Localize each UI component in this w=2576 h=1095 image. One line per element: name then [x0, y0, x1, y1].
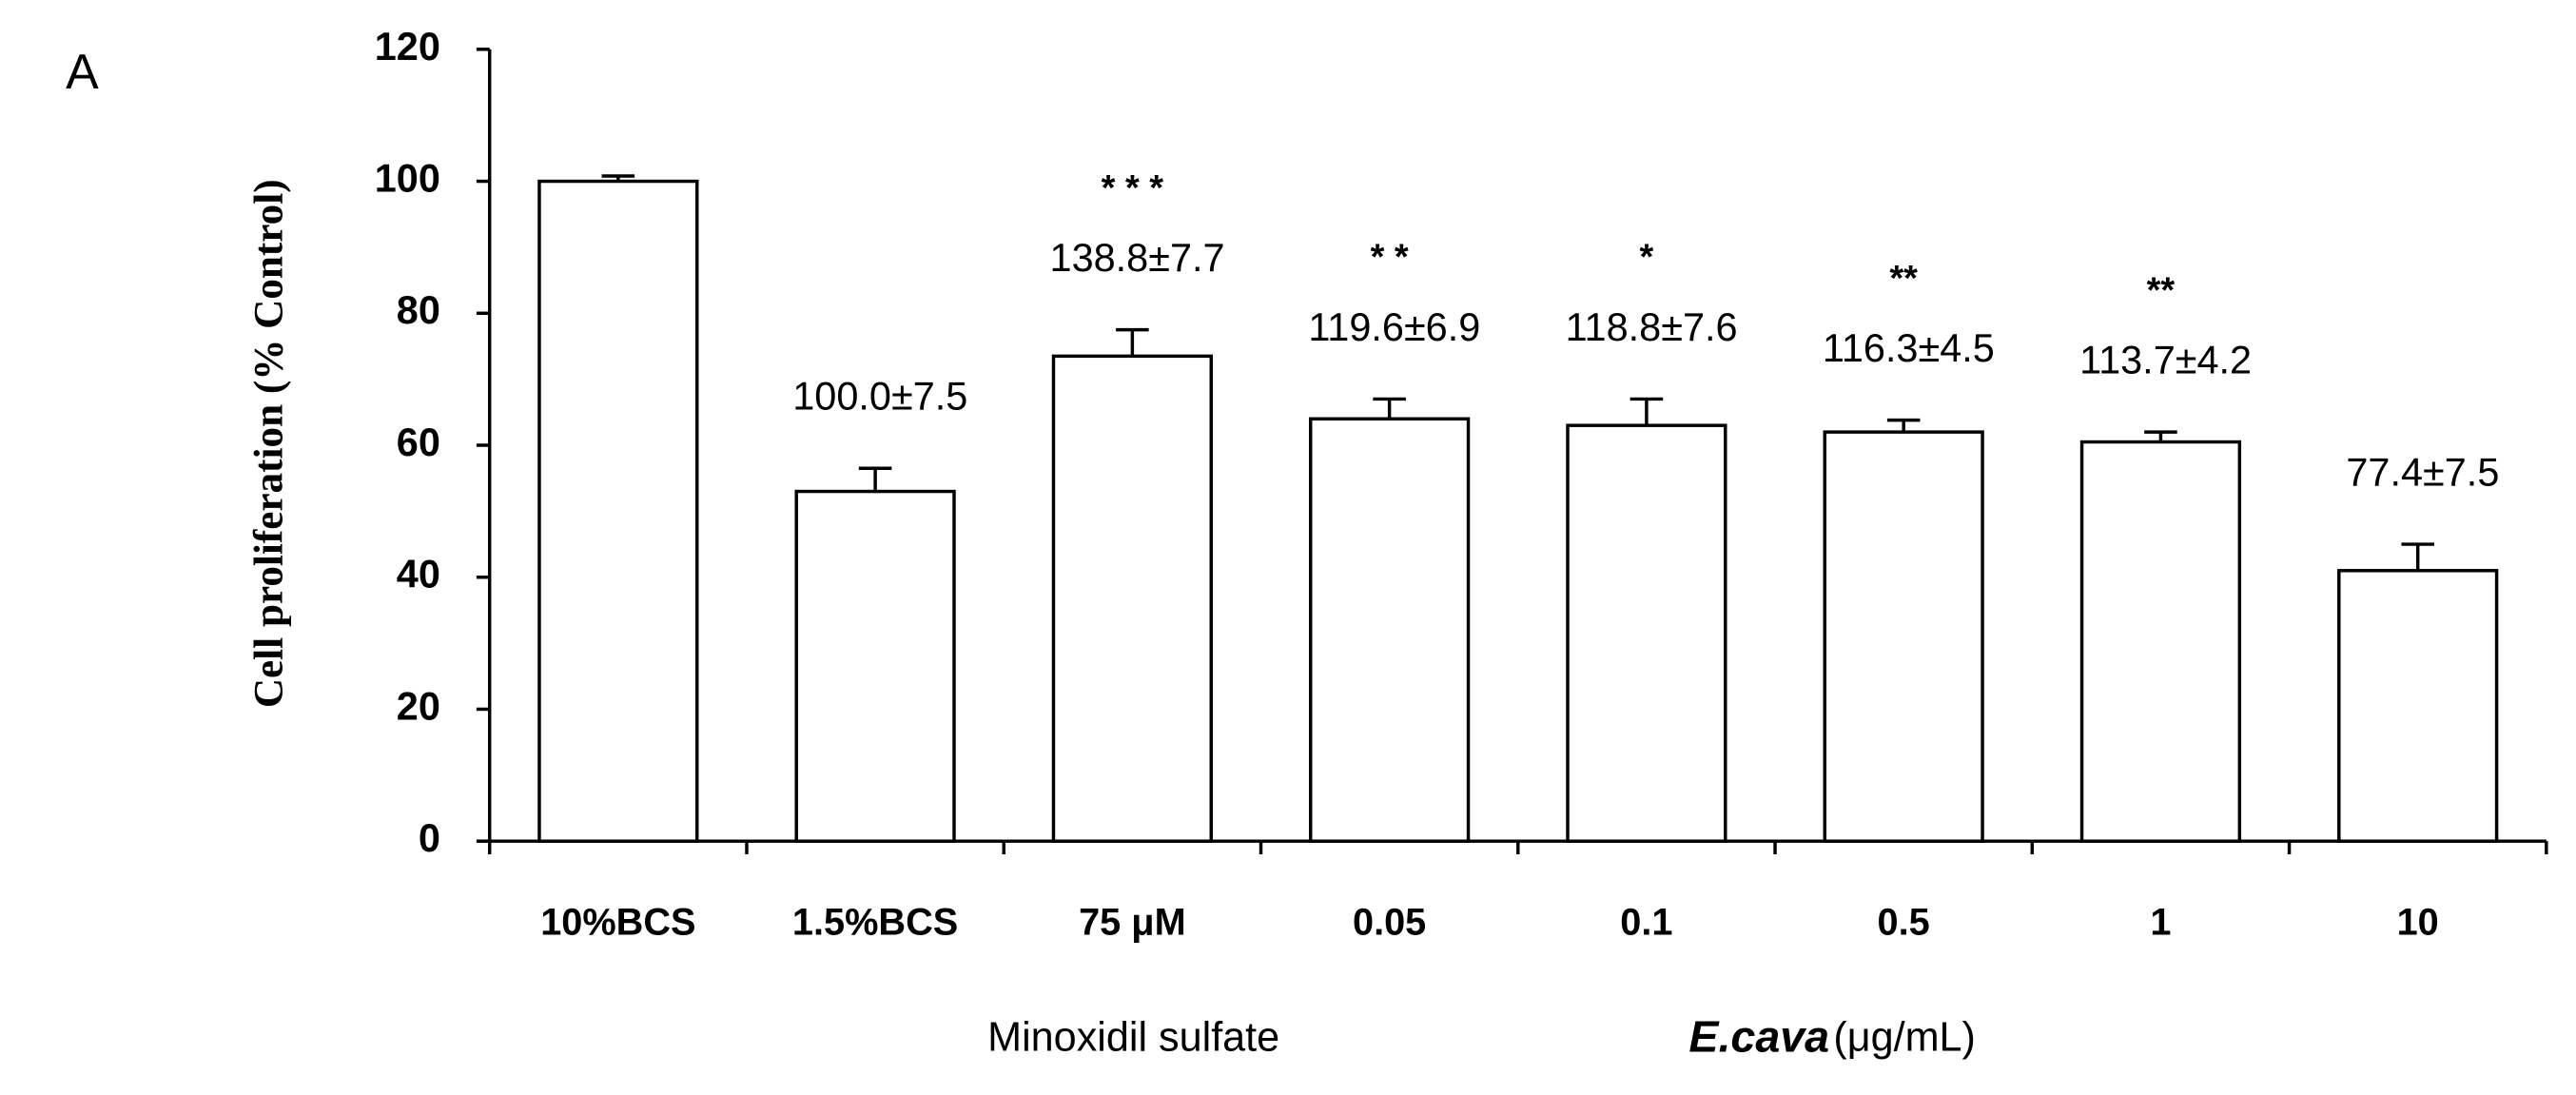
x-tick-label: 0.5 [1878, 902, 1930, 944]
y-tick-label: 60 [397, 420, 440, 464]
x-tick-label: 0.1 [1620, 902, 1672, 944]
bar [2079, 440, 2242, 843]
x-tick-label: 75 μM [1079, 902, 1186, 944]
annotation: 138.8±7.7 [1050, 235, 1225, 280]
significance: ** [1889, 259, 1918, 299]
error-bar [1373, 397, 1406, 420]
bar [1309, 417, 1471, 843]
y-axis-label: Cell proliferation (% Control) [247, 179, 292, 708]
bar [537, 179, 699, 843]
x-tick-label: 1 [2150, 902, 2171, 944]
x-tick-label: 1.5%BCS [792, 902, 958, 944]
significance: * * * [1102, 168, 1164, 208]
error-bar [858, 466, 892, 492]
y-tick-label: 20 [397, 683, 440, 728]
x-tick-label: 10 [2397, 902, 2439, 944]
annotation: 116.3±4.5 [1823, 325, 1995, 370]
significance: ** [2147, 270, 2176, 310]
group-label: E.cava [1688, 1011, 1829, 1061]
bar [1823, 430, 1984, 843]
annotation: 118.8±7.6 [1566, 304, 1738, 349]
bar [1051, 354, 1213, 843]
error-bar [1886, 418, 1921, 433]
significance: * * [1371, 238, 1409, 278]
y-tick-label: 100 [375, 155, 440, 200]
annotation: 119.6±6.9 [1308, 304, 1480, 349]
bar [2337, 569, 2499, 843]
y-tick-label: 80 [397, 287, 440, 332]
y-tick-label: 0 [419, 815, 440, 860]
x-tick-label: 10%BCS [540, 902, 695, 944]
y-tick-label: 40 [397, 552, 440, 596]
bar [794, 489, 956, 843]
error-bar [1116, 327, 1149, 357]
significance: * [1640, 238, 1654, 278]
x-tick-label: 0.05 [1353, 902, 1426, 944]
y-tick-label: 120 [375, 24, 440, 68]
annotation: 77.4±7.5 [2346, 449, 2499, 494]
group-label: Minoxidil sulfate [987, 1015, 1279, 1061]
group-label-unit: (μg/mL) [1833, 1015, 1976, 1061]
error-bar [601, 174, 635, 182]
bar [1566, 423, 1727, 843]
annotation: 113.7±4.2 [2079, 338, 2252, 382]
annotation: 100.0±7.5 [792, 374, 967, 419]
panel-label: A [66, 44, 99, 99]
error-bar [1630, 397, 1664, 426]
error-bar [2144, 430, 2177, 442]
error-bar [2401, 542, 2434, 571]
